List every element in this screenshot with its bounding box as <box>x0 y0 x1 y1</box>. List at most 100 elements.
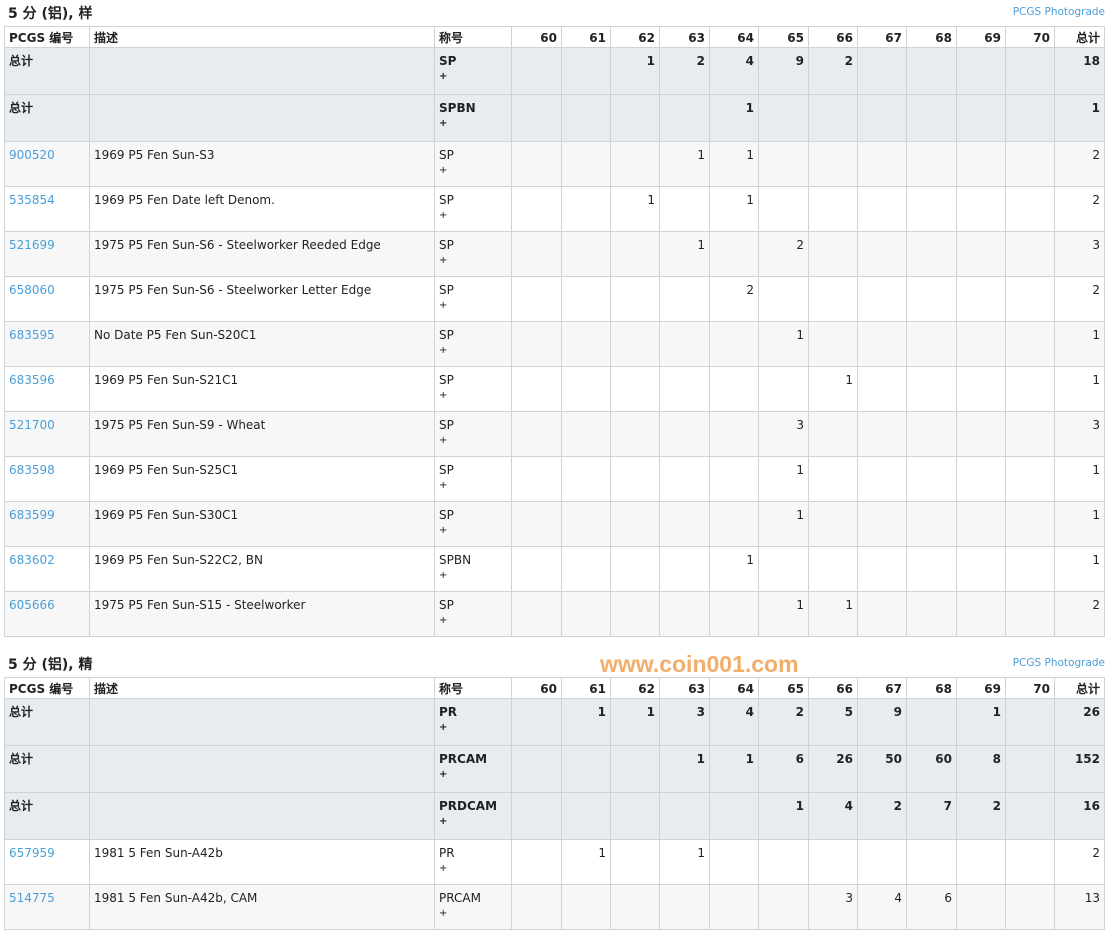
header-grade-63[interactable]: 63 <box>659 677 710 699</box>
grade-count-67 <box>857 276 907 322</box>
grade-count-66: 3 <box>808 884 858 930</box>
plus-toggle[interactable]: + <box>439 210 448 221</box>
designation: SP <box>439 193 454 207</box>
description: 1975 P5 Fen Sun-S15 - Steelworker <box>89 591 435 637</box>
pcgs-cell: 658060 <box>4 276 90 322</box>
header-grade-69[interactable]: 69 <box>956 26 1006 48</box>
pcgs-cell: 535854 <box>4 186 90 232</box>
pcgs-number-link[interactable]: 657959 <box>9 846 55 860</box>
header-pcgs[interactable]: PCGS 编号 <box>4 677 90 699</box>
header-grade-64[interactable]: 64 <box>709 677 759 699</box>
total-count: 152 <box>1054 745 1105 793</box>
header-grade-66[interactable]: 66 <box>808 677 858 699</box>
pcgs-number-link[interactable]: 683598 <box>9 463 55 477</box>
plus-toggle[interactable]: + <box>439 908 448 919</box>
pcgs-number-link[interactable]: 521699 <box>9 238 55 252</box>
header-grade-62[interactable]: 62 <box>610 677 660 699</box>
plus-toggle[interactable]: + <box>439 525 448 536</box>
header-desc[interactable]: 描述 <box>89 26 435 48</box>
header-grade-61[interactable]: 61 <box>561 26 611 48</box>
pcgs-number-link[interactable]: 605666 <box>9 598 55 612</box>
plus-toggle[interactable]: + <box>439 480 448 491</box>
header-grade-63[interactable]: 63 <box>659 26 710 48</box>
grade-count-62 <box>610 321 660 367</box>
header-pcgs[interactable]: PCGS 编号 <box>4 26 90 48</box>
header-grade-60[interactable]: 60 <box>511 677 562 699</box>
plus-toggle[interactable]: + <box>439 165 448 176</box>
plus-toggle[interactable]: + <box>439 816 448 827</box>
pcgs-number-link[interactable]: 658060 <box>9 283 55 297</box>
plus-toggle[interactable]: + <box>439 390 448 401</box>
plus-toggle[interactable]: + <box>439 615 448 626</box>
designation: PRDCAM <box>439 799 498 813</box>
header-total[interactable]: 总计 <box>1054 26 1105 48</box>
header-desig[interactable]: 称号 <box>434 26 512 48</box>
header-grade-70[interactable]: 70 <box>1005 26 1055 48</box>
pcgs-number-link[interactable]: 683595 <box>9 328 55 342</box>
desc-cell <box>89 94 435 142</box>
header-grade-69[interactable]: 69 <box>956 677 1006 699</box>
total-count: 2 <box>1054 591 1105 637</box>
section-title: 5 分 (铝), 精 <box>8 657 93 673</box>
plus-toggle[interactable]: + <box>439 863 448 874</box>
grade-count-66: 1 <box>808 591 858 637</box>
pcgs-number-link[interactable]: 521700 <box>9 418 55 432</box>
header-total[interactable]: 总计 <box>1054 677 1105 699</box>
header-grade-70[interactable]: 70 <box>1005 677 1055 699</box>
photograde-link[interactable]: PCGS Photograde <box>1012 657 1105 669</box>
grade-count-68 <box>906 698 957 746</box>
grade-count-63: 3 <box>659 698 710 746</box>
grade-count-63 <box>659 186 710 232</box>
header-grade-65[interactable]: 65 <box>758 26 809 48</box>
section-title: 5 分 (铝), 样 <box>8 6 93 22</box>
grade-count-63 <box>659 546 710 592</box>
plus-toggle[interactable]: + <box>439 255 448 266</box>
description: 1981 5 Fen Sun-A42b, CAM <box>89 884 435 930</box>
grade-count-66: 1 <box>808 366 858 412</box>
grade-count-68 <box>906 501 957 547</box>
header-grade-62[interactable]: 62 <box>610 26 660 48</box>
grade-count-60 <box>511 411 562 457</box>
grade-count-67: 9 <box>857 698 907 746</box>
header-desig[interactable]: 称号 <box>434 677 512 699</box>
grade-count-62 <box>610 366 660 412</box>
plus-toggle[interactable]: + <box>439 118 448 129</box>
grade-count-62 <box>610 456 660 502</box>
pcgs-number-link[interactable]: 900520 <box>9 148 55 162</box>
grade-count-67 <box>857 839 907 885</box>
plus-toggle[interactable]: + <box>439 71 448 82</box>
grade-count-63 <box>659 321 710 367</box>
photograde-link[interactable]: PCGS Photograde <box>1012 6 1105 18</box>
header-grade-67[interactable]: 67 <box>857 26 907 48</box>
plus-toggle[interactable]: + <box>439 435 448 446</box>
grade-count-67 <box>857 591 907 637</box>
header-grade-67[interactable]: 67 <box>857 677 907 699</box>
grade-count-64 <box>709 321 759 367</box>
plus-toggle[interactable]: + <box>439 345 448 356</box>
plus-toggle[interactable]: + <box>439 300 448 311</box>
total-row: 总计 PRCAM +1 1 6 26 50 60 8 152 <box>4 745 1105 793</box>
grade-count-65: 2 <box>758 698 809 746</box>
header-grade-61[interactable]: 61 <box>561 677 611 699</box>
grade-count-60 <box>511 47 562 95</box>
header-grade-66[interactable]: 66 <box>808 26 858 48</box>
pcgs-number-link[interactable]: 683602 <box>9 553 55 567</box>
header-grade-68[interactable]: 68 <box>906 677 957 699</box>
grade-count-70 <box>1005 792 1055 840</box>
header-grade-64[interactable]: 64 <box>709 26 759 48</box>
pcgs-number-link[interactable]: 683596 <box>9 373 55 387</box>
grade-count-62 <box>610 411 660 457</box>
designation: SP <box>439 283 454 297</box>
pcgs-number-link[interactable]: 535854 <box>9 193 55 207</box>
pcgs-number-link[interactable]: 683599 <box>9 508 55 522</box>
plus-toggle[interactable]: + <box>439 722 448 733</box>
plus-toggle[interactable]: + <box>439 570 448 581</box>
header-grade-60[interactable]: 60 <box>511 26 562 48</box>
header-grade-68[interactable]: 68 <box>906 26 957 48</box>
header-desc[interactable]: 描述 <box>89 677 435 699</box>
plus-toggle[interactable]: + <box>439 769 448 780</box>
total-row: 总计 PRDCAM +1 4 2 7 2 16 <box>4 792 1105 840</box>
header-grade-65[interactable]: 65 <box>758 677 809 699</box>
grade-count-61 <box>561 231 611 277</box>
pcgs-number-link[interactable]: 514775 <box>9 891 55 905</box>
